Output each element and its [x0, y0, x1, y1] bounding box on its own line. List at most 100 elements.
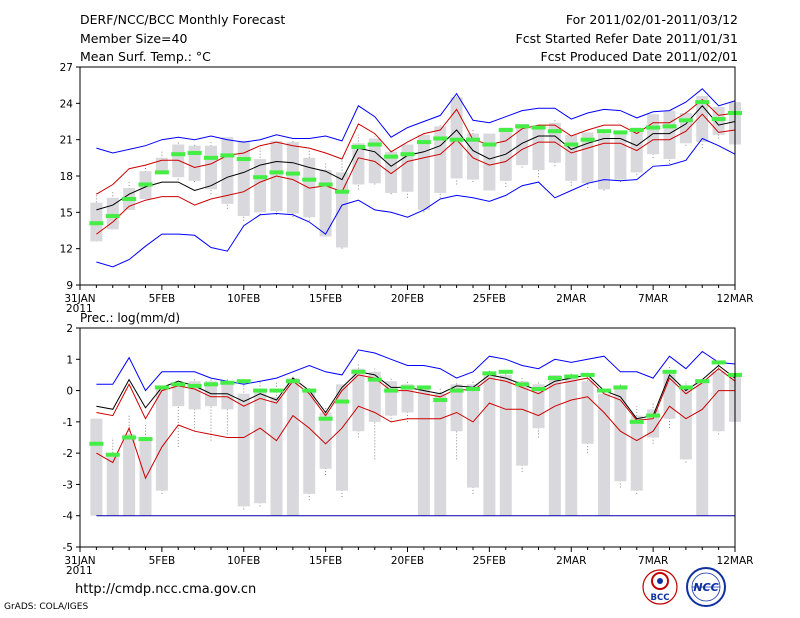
- x-tick-label: 20FEB: [391, 555, 424, 567]
- observation-marker: [187, 150, 202, 155]
- observation-marker: [236, 379, 251, 384]
- observation-marker: [580, 372, 595, 377]
- ensemble-box: [532, 126, 545, 170]
- observation-marker: [171, 382, 186, 387]
- ensemble-box: [712, 371, 725, 432]
- x-tick-label: 25FEB: [473, 555, 506, 567]
- observation-marker: [482, 142, 497, 147]
- series-lower-line: [96, 113, 736, 235]
- observation-marker: [711, 360, 726, 365]
- observation-marker: [318, 416, 333, 421]
- ensemble-box: [352, 368, 365, 432]
- ensemble-box: [565, 134, 578, 181]
- ensemble-box: [516, 381, 529, 466]
- ensemble-box: [385, 151, 398, 193]
- observation-marker: [253, 175, 268, 180]
- source-url[interactable]: http://cmdp.ncc.cma.gov.cn: [75, 582, 257, 597]
- observation-marker: [285, 171, 300, 176]
- observation-marker: [285, 379, 300, 384]
- x-tick-label: 2MAR: [556, 555, 586, 567]
- ensemble-box: [385, 381, 398, 416]
- ensemble-box: [598, 393, 610, 516]
- ensemble-box: [401, 144, 414, 192]
- observation-marker: [482, 371, 497, 376]
- y-tick-label: 12: [60, 244, 73, 256]
- y-tick-label: -4: [63, 511, 74, 523]
- series-mean-line: [96, 364, 736, 420]
- precipitation-panel: -5 -4 -3 -2 -1 0 1 2 31JAN 5FEB 10FEB 15FEB 20FEB 25F…: [63, 311, 754, 577]
- ensemble-box: [696, 381, 709, 516]
- observation-marker: [449, 388, 464, 393]
- observation-marker: [384, 388, 399, 393]
- observation-marker: [695, 100, 710, 105]
- observation-marker: [400, 152, 415, 157]
- observation-marker: [613, 130, 628, 135]
- ensemble-box: [336, 384, 348, 491]
- x-tick-label: 10FEB: [227, 293, 260, 305]
- observation-marker: [367, 142, 382, 147]
- observation-marker: [122, 435, 137, 440]
- y-tick-label: 9: [66, 280, 73, 292]
- y-tick-label: 18: [60, 171, 73, 183]
- observation-marker: [204, 155, 218, 160]
- ensemble-box: [303, 157, 316, 218]
- x-tick-label: 20FEB: [391, 293, 424, 305]
- series-upper-line: [96, 368, 736, 421]
- observation-marker: [597, 129, 611, 134]
- ensemble-box: [172, 384, 185, 407]
- series-mean-line: [96, 105, 736, 211]
- observation-marker: [89, 221, 104, 226]
- observation-marker: [335, 399, 349, 404]
- ensemble-box: [548, 122, 561, 163]
- observation-marker: [269, 170, 284, 175]
- member-size-label: Member Size=40: [80, 31, 188, 46]
- observation-marker: [564, 374, 579, 379]
- observation-marker: [236, 157, 251, 162]
- observation-marker: [416, 385, 431, 390]
- ensemble-box: [270, 396, 283, 516]
- ensemble-box: [319, 412, 332, 469]
- ncc-logo-text: NCC: [693, 581, 718, 594]
- observation-marker: [204, 382, 218, 387]
- observation-marker: [433, 136, 448, 141]
- ensemble-box: [581, 132, 594, 184]
- observation-marker: [678, 118, 693, 123]
- ensemble-box: [467, 384, 479, 488]
- y-tick-label: 27: [60, 62, 73, 74]
- observation-marker: [613, 385, 628, 390]
- ensemble-box: [303, 390, 316, 494]
- observation-marker: [711, 117, 726, 122]
- temperature-panel: 9 12 15 18 21 24 27 31JAN 5FEB 10FEB 15FEB 20FEB 25F…: [60, 62, 754, 315]
- ensemble-box: [123, 434, 136, 516]
- ensemble-box: [155, 157, 168, 174]
- observation-marker: [122, 197, 137, 202]
- ensemble-box: [106, 453, 119, 516]
- ensemble-box: [467, 133, 479, 180]
- observation-marker: [531, 125, 546, 130]
- ensemble-box: [565, 374, 578, 516]
- observation-marker: [531, 387, 546, 392]
- observation-marker: [367, 377, 382, 382]
- observation-marker: [466, 137, 480, 142]
- observation-marker: [646, 413, 661, 418]
- ensemble-box: [434, 393, 447, 516]
- grads-credit: GrADS: COLA/IGES: [4, 602, 89, 612]
- x-tick-label: 10FEB: [227, 555, 260, 567]
- observation-marker: [498, 369, 513, 374]
- observation-marker: [302, 388, 317, 393]
- x-tick-label: 25FEB: [473, 293, 506, 305]
- y-tick-label: 21: [60, 135, 73, 147]
- observation-marker: [335, 189, 349, 194]
- observation-marker: [498, 127, 513, 132]
- ensemble-box: [483, 371, 496, 516]
- bcc-logo: BCC: [642, 569, 678, 605]
- observation-marker: [154, 170, 169, 175]
- x-tick-label: 7MAR: [638, 555, 668, 567]
- bcc-logo-dot: [657, 578, 663, 584]
- y-tick-label: 2: [66, 323, 73, 335]
- observation-marker: [138, 182, 153, 187]
- observation-marker: [433, 397, 448, 402]
- bcc-logo-text: BCC: [651, 593, 670, 603]
- ensemble-box: [516, 123, 529, 166]
- ensemble-box: [172, 144, 185, 178]
